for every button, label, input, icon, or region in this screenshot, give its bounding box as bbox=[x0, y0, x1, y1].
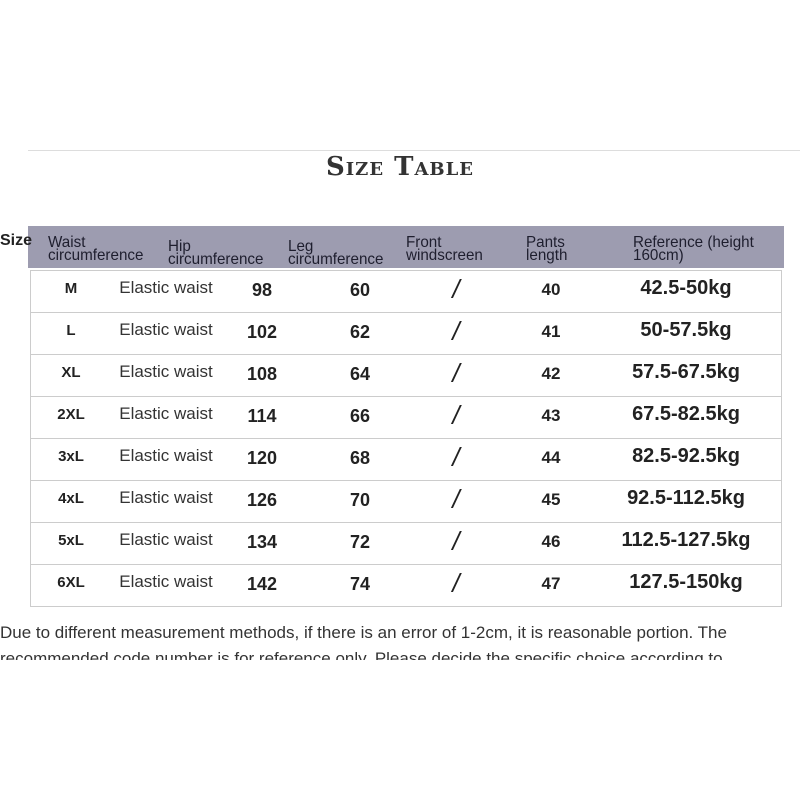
cell-size: 6XL bbox=[57, 574, 85, 591]
cell-front: / bbox=[452, 400, 460, 430]
cell-leg: 64 bbox=[349, 364, 371, 384]
table-header: Waist circumference Hip circumference Le… bbox=[28, 226, 784, 268]
cell-size: XL bbox=[61, 364, 81, 381]
cell-front: / bbox=[452, 568, 460, 598]
header-pants: Pants length bbox=[526, 234, 568, 264]
cell-pants: 43 bbox=[541, 406, 561, 425]
cell-size: L bbox=[66, 322, 76, 339]
cell-ref: 42.5-50kg bbox=[640, 277, 732, 299]
cell-hip: 120 bbox=[246, 448, 278, 468]
cell-waist: Elastic waist bbox=[119, 362, 213, 381]
cell-front: / bbox=[452, 316, 460, 346]
header-front: Front windscreen bbox=[406, 234, 483, 264]
cell-hip: 98 bbox=[251, 280, 273, 300]
cell-size: 2XL bbox=[57, 406, 85, 423]
cell-leg: 60 bbox=[349, 280, 371, 300]
cell-ref: 92.5-112.5kg bbox=[627, 487, 745, 509]
cell-ref: 57.5-67.5kg bbox=[632, 361, 740, 383]
cell-waist: Elastic waist bbox=[119, 530, 213, 549]
table-row: 6XL Elastic waist 142 74 / 47 127.5-150kg bbox=[31, 565, 781, 606]
cell-hip: 102 bbox=[246, 322, 278, 342]
cell-leg: 68 bbox=[349, 448, 371, 468]
header-hip: Hip circumference bbox=[168, 238, 264, 268]
cell-size: 4xL bbox=[58, 490, 84, 507]
cell-waist: Elastic waist bbox=[119, 572, 213, 591]
divider bbox=[28, 150, 800, 151]
cell-front: / bbox=[452, 442, 460, 472]
cell-ref: 82.5-92.5kg bbox=[632, 445, 740, 467]
table-row: L Elastic waist 102 62 / 41 50-57.5kg bbox=[31, 313, 781, 355]
page-title: Size Table bbox=[325, 152, 474, 182]
table-row: XL Elastic waist 108 64 / 42 57.5-67.5kg bbox=[31, 355, 781, 397]
header-leg: Leg circumference bbox=[288, 238, 384, 268]
cell-size: 3xL bbox=[58, 448, 84, 465]
cell-pants: 45 bbox=[541, 490, 561, 509]
table-row: 2XL Elastic waist 114 66 / 43 67.5-82.5kg bbox=[31, 397, 781, 439]
table-row: 3xL Elastic waist 120 68 / 44 82.5-92.5kg bbox=[31, 439, 781, 481]
cell-hip: 142 bbox=[246, 574, 278, 594]
table-row: 4xL Elastic waist 126 70 / 45 92.5-112.5kg bbox=[31, 481, 781, 523]
cell-front: / bbox=[452, 274, 460, 304]
cell-waist: Elastic waist bbox=[119, 404, 213, 423]
size-table: M Elastic waist 98 60 / 40 42.5-50kg L Elastic w… bbox=[30, 270, 782, 607]
cell-ref: 50-57.5kg bbox=[640, 319, 732, 341]
cell-pants: 42 bbox=[541, 364, 561, 383]
cell-front: / bbox=[452, 484, 460, 514]
cell-leg: 74 bbox=[349, 574, 371, 594]
cell-pants: 46 bbox=[541, 532, 561, 551]
cell-size: M bbox=[64, 280, 78, 297]
cell-hip: 114 bbox=[247, 406, 277, 426]
cell-ref: 67.5-82.5kg bbox=[632, 403, 740, 425]
cell-hip: 108 bbox=[246, 364, 278, 384]
cell-leg: 66 bbox=[349, 406, 371, 426]
cell-pants: 47 bbox=[541, 574, 561, 593]
cell-hip: 134 bbox=[246, 532, 278, 552]
cell-size: 5xL bbox=[58, 532, 84, 549]
cell-waist: Elastic waist bbox=[119, 488, 213, 507]
cell-pants: 40 bbox=[541, 280, 561, 299]
header-waist: Waist circumference bbox=[48, 234, 144, 264]
header-size: Size bbox=[0, 232, 33, 249]
cell-waist: Elastic waist bbox=[119, 278, 213, 297]
cell-pants: 41 bbox=[541, 322, 561, 341]
cell-pants: 44 bbox=[541, 448, 561, 467]
cell-leg: 62 bbox=[349, 322, 371, 342]
cell-ref: 127.5-150kg bbox=[629, 571, 743, 593]
cell-front: / bbox=[452, 358, 460, 388]
cell-front: / bbox=[452, 526, 460, 556]
table-row: M Elastic waist 98 60 / 40 42.5-50kg bbox=[31, 271, 781, 313]
table-row: 5xL Elastic waist 134 72 / 46 112.5-127.5kg bbox=[31, 523, 781, 565]
cell-leg: 72 bbox=[349, 532, 371, 552]
cell-ref: 112.5-127.5kg bbox=[621, 529, 751, 551]
cell-hip: 126 bbox=[246, 490, 278, 510]
cell-waist: Elastic waist bbox=[119, 446, 213, 465]
header-reference: Reference (height 160cm) bbox=[633, 234, 754, 264]
cell-waist: Elastic waist bbox=[119, 320, 213, 339]
measurement-note: Due to different measurement methods, if… bbox=[0, 623, 727, 660]
cell-leg: 70 bbox=[349, 490, 371, 510]
